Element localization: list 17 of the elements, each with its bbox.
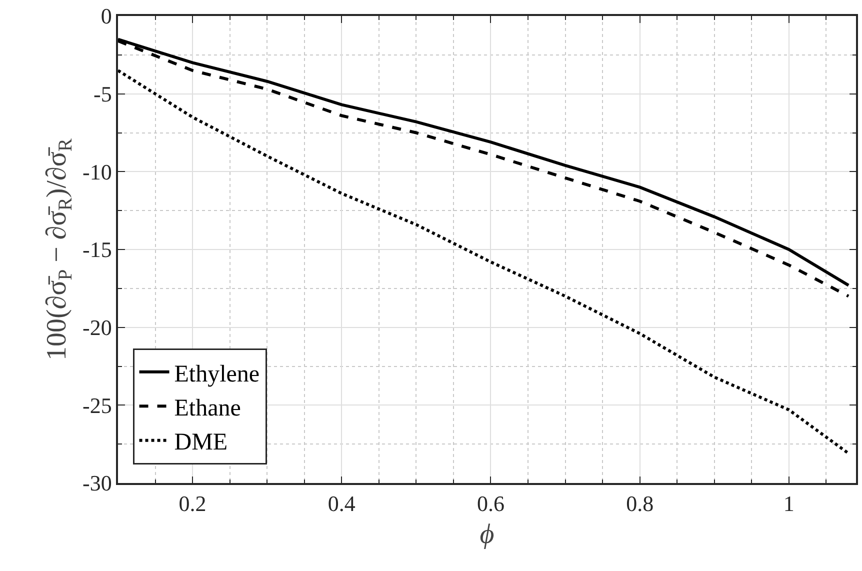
x-tick-label: 0.2 <box>178 491 206 516</box>
legend-label: Ethylene <box>174 361 260 388</box>
y-tick-label: -20 <box>82 315 112 340</box>
x-tick-label: 0.4 <box>328 491 356 516</box>
x-tick-label: 0.8 <box>626 491 654 516</box>
y-tick-label: -30 <box>82 470 112 496</box>
line-series <box>118 68 850 455</box>
y-tick-label: -25 <box>82 392 112 418</box>
legend-label: DME <box>174 430 228 456</box>
x-tick-label: 0.6 <box>476 491 504 516</box>
y-tick-label: -15 <box>82 237 112 262</box>
y-tick-label: -10 <box>82 159 112 184</box>
x-tick-label: 1 <box>783 491 794 516</box>
y-tick-label: 0 <box>100 4 112 29</box>
legend-label: Ethane <box>174 395 241 422</box>
y-tick-label: -5 <box>94 82 112 107</box>
x-axis-title: ϕ <box>480 518 494 550</box>
